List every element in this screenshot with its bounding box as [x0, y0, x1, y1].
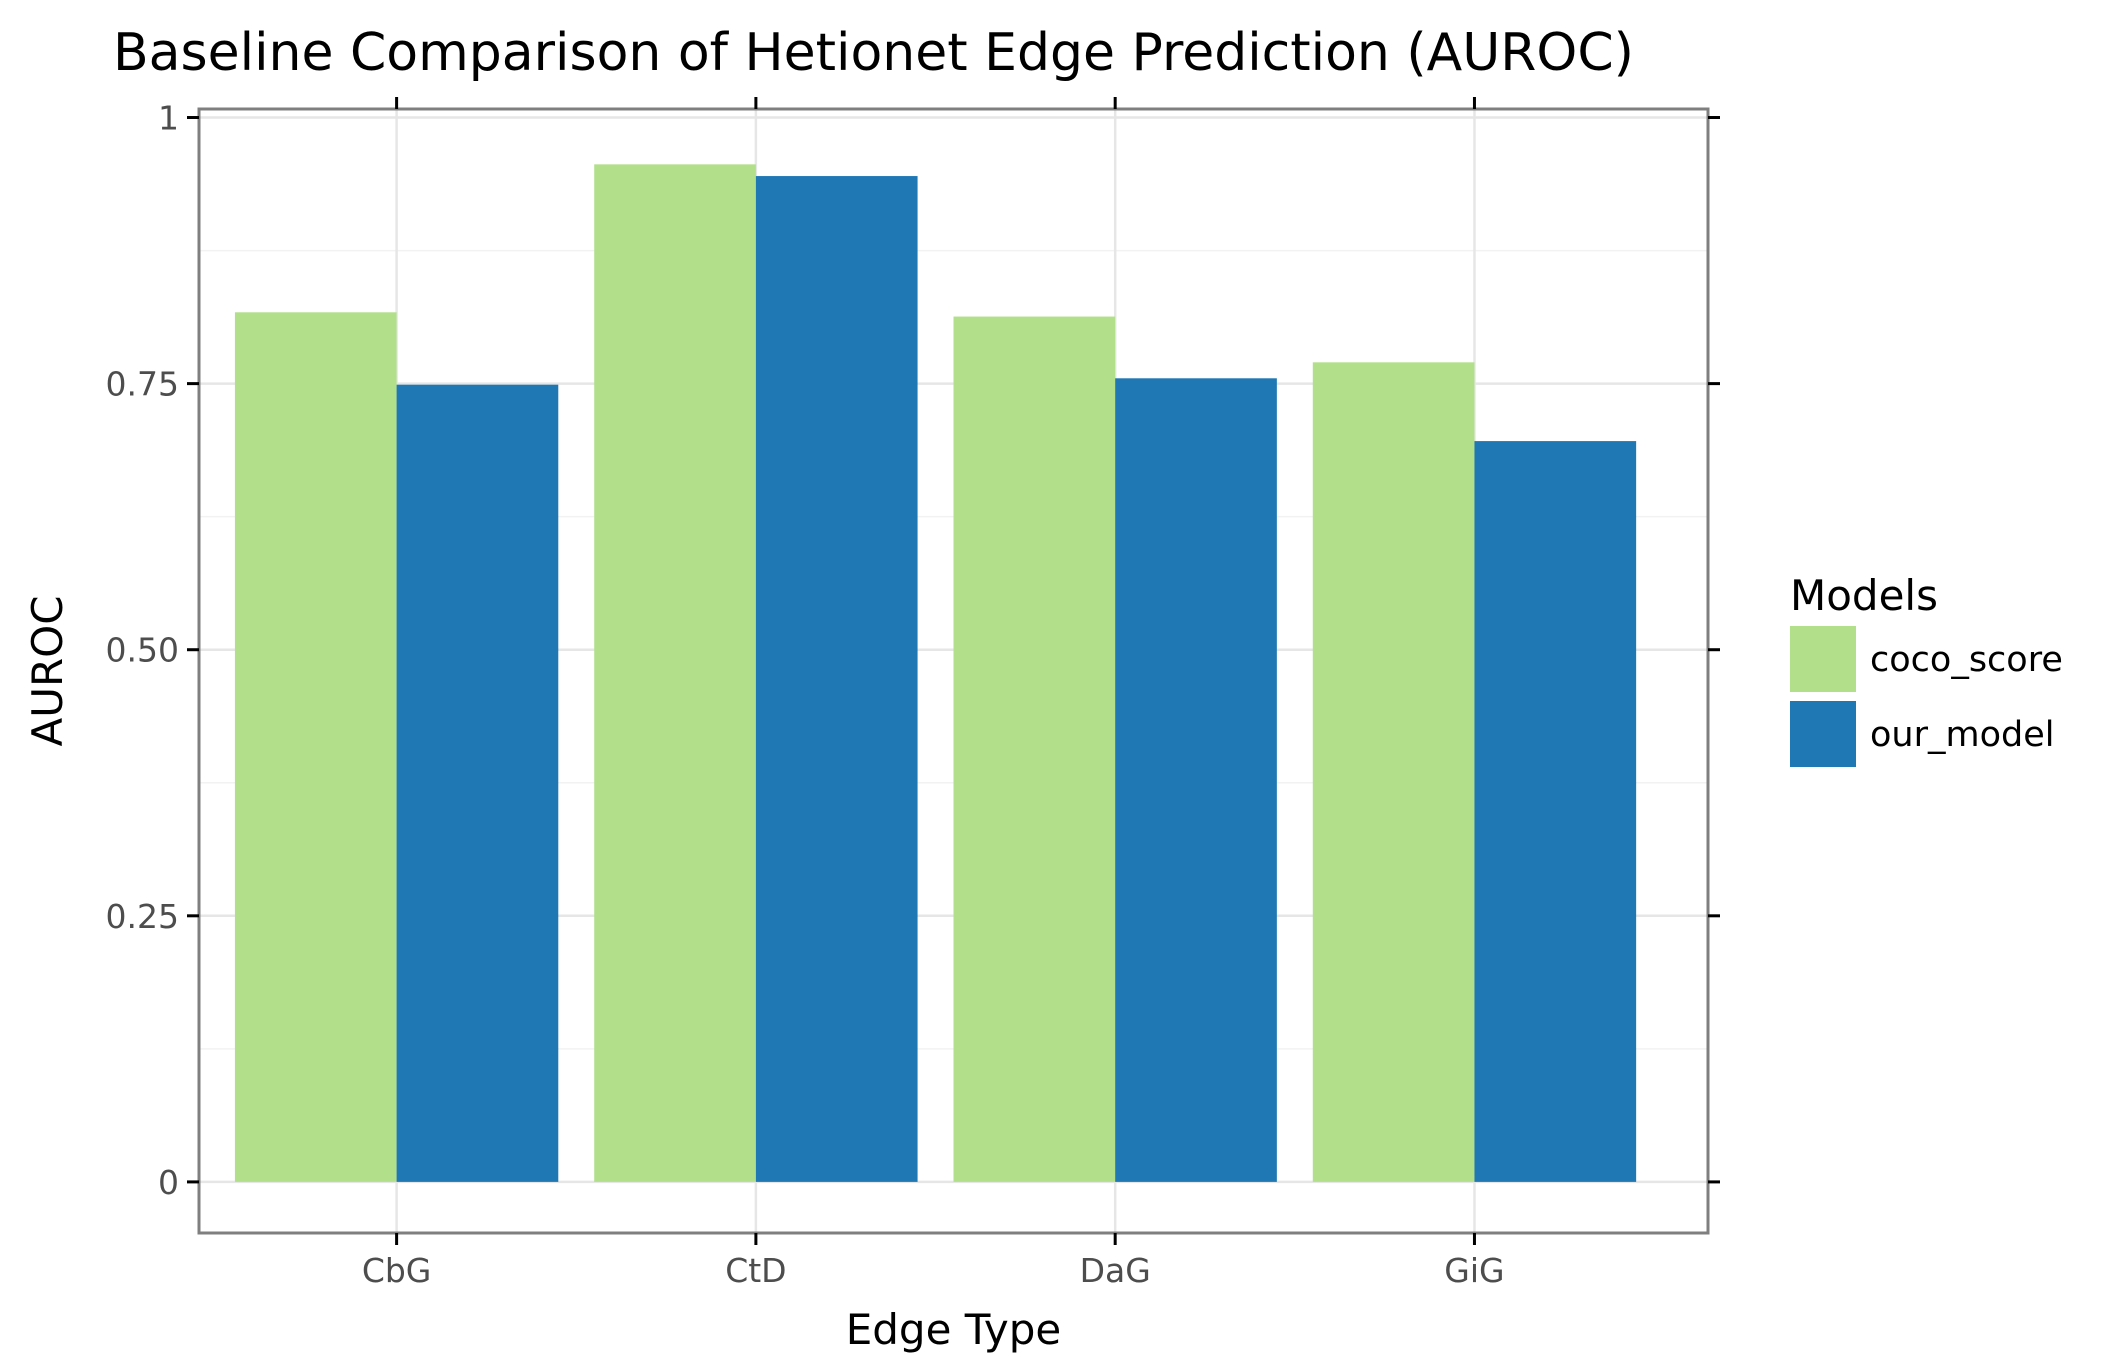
legend-key-coco_score — [1790, 626, 1856, 692]
y-tick-label: 0.75 — [106, 365, 179, 404]
y-axis-title: AUROC — [23, 595, 72, 746]
bar-coco_score-CbG — [234, 312, 397, 1182]
legend-label-coco_score: coco_score — [1870, 640, 2063, 680]
legend-title: Models — [1790, 571, 1938, 620]
bar-our_model-CtD — [755, 176, 918, 1182]
bar-our_model-GiG — [1474, 441, 1637, 1182]
legend-key-our_model — [1790, 701, 1856, 767]
x-tick-label: GiG — [1444, 1251, 1504, 1290]
axis-ticks: 0 0.25 0.50 0.75 1 CbG CtD DaG GiG — [106, 97, 1720, 1290]
bar-our_model-DaG — [1115, 378, 1277, 1182]
legend-label-our_model: our_model — [1870, 715, 2054, 755]
y-tick-label: 0.50 — [106, 631, 179, 670]
legend: Models coco_score our_model — [1790, 571, 2063, 767]
y-tick-label: 0.25 — [106, 897, 179, 936]
y-tick-label: 0 — [158, 1163, 179, 1202]
bars — [234, 164, 1637, 1182]
chart-title: Baseline Comparison of Hetionet Edge Pre… — [113, 23, 1634, 83]
x-axis-title: Edge Type — [846, 1305, 1062, 1354]
x-tick-label: CbG — [362, 1251, 432, 1290]
bar-coco_score-CtD — [594, 164, 756, 1182]
panel-border — [197, 107, 1710, 1235]
x-tick-label: CtD — [725, 1251, 786, 1290]
bar-our_model-CbG — [396, 384, 559, 1182]
y-tick-label: 1 — [158, 99, 179, 138]
bar-coco_score-DaG — [953, 316, 1116, 1182]
x-tick-label: DaG — [1080, 1251, 1151, 1290]
bar-coco_score-GiG — [1312, 362, 1475, 1182]
